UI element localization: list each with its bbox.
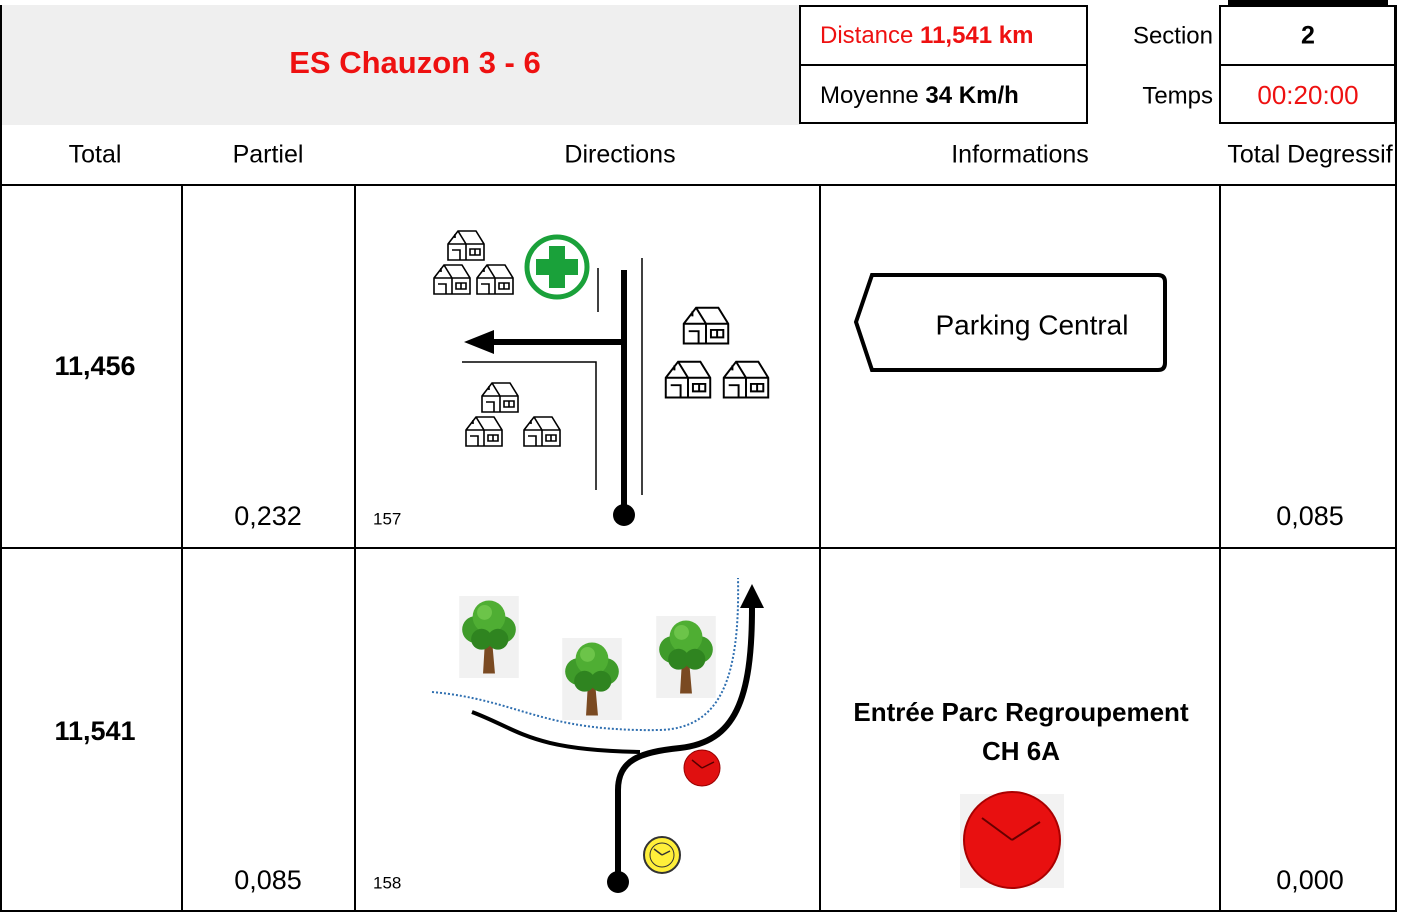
- column-header: Partiel: [233, 141, 304, 169]
- partial: 0,085: [234, 865, 302, 895]
- remaining: 0,000: [1276, 865, 1344, 895]
- column-header: Directions: [564, 141, 675, 169]
- row-1: 11,456 0,232 157 0,085 Parking Central: [54, 230, 1344, 531]
- direction-number: 158: [373, 873, 401, 892]
- time-box: [1219, 64, 1396, 124]
- average-box: [799, 64, 1088, 124]
- column-header: Informations: [951, 141, 1089, 169]
- header: ES Chauzon 3 - 6 Distance 11,541 km Moye…: [0, 0, 1396, 125]
- average-value: 34 Km/h: [925, 82, 1018, 109]
- time: 00:20:00: [1257, 80, 1358, 110]
- distance-box: [799, 5, 1088, 66]
- distance-label: Distance: [820, 22, 913, 49]
- partial: 0,232: [234, 501, 302, 531]
- column-header: Total Degressif: [1227, 141, 1392, 169]
- title: ES Chauzon 3 - 6: [289, 45, 540, 80]
- information: Parking Central: [936, 309, 1129, 340]
- distance-value: 11,541 km: [920, 22, 1033, 49]
- section-label: Section: [1133, 22, 1213, 49]
- average: Moyenne 34 Km/h: [820, 82, 1019, 109]
- section: 2: [1301, 22, 1315, 50]
- row-2: 11,541 0,085 158 0,000 Entrée Parc Regro…: [54, 577, 1344, 895]
- title-band: [0, 5, 800, 125]
- direction-diagram: [433, 230, 770, 526]
- average-label: Moyenne: [820, 82, 919, 109]
- time-label: Temps: [1142, 82, 1213, 109]
- direction-diagram: [431, 577, 764, 893]
- table-grid: [0, 5, 1397, 912]
- distance: Distance 11,541 km: [820, 22, 1033, 49]
- information: Entrée Parc Regroupement: [853, 697, 1189, 727]
- info-sign: Parking Central: [853, 273, 1167, 372]
- information: CH 6A: [982, 736, 1060, 766]
- total: 11,541: [54, 716, 135, 746]
- clock-icon: [960, 791, 1064, 889]
- remaining: 0,085: [1276, 501, 1344, 531]
- column-header: Total: [69, 141, 122, 169]
- direction-number: 157: [373, 509, 401, 528]
- total: 11,456: [54, 351, 135, 381]
- column-headers: Total Partiel Directions Informations To…: [69, 141, 1393, 169]
